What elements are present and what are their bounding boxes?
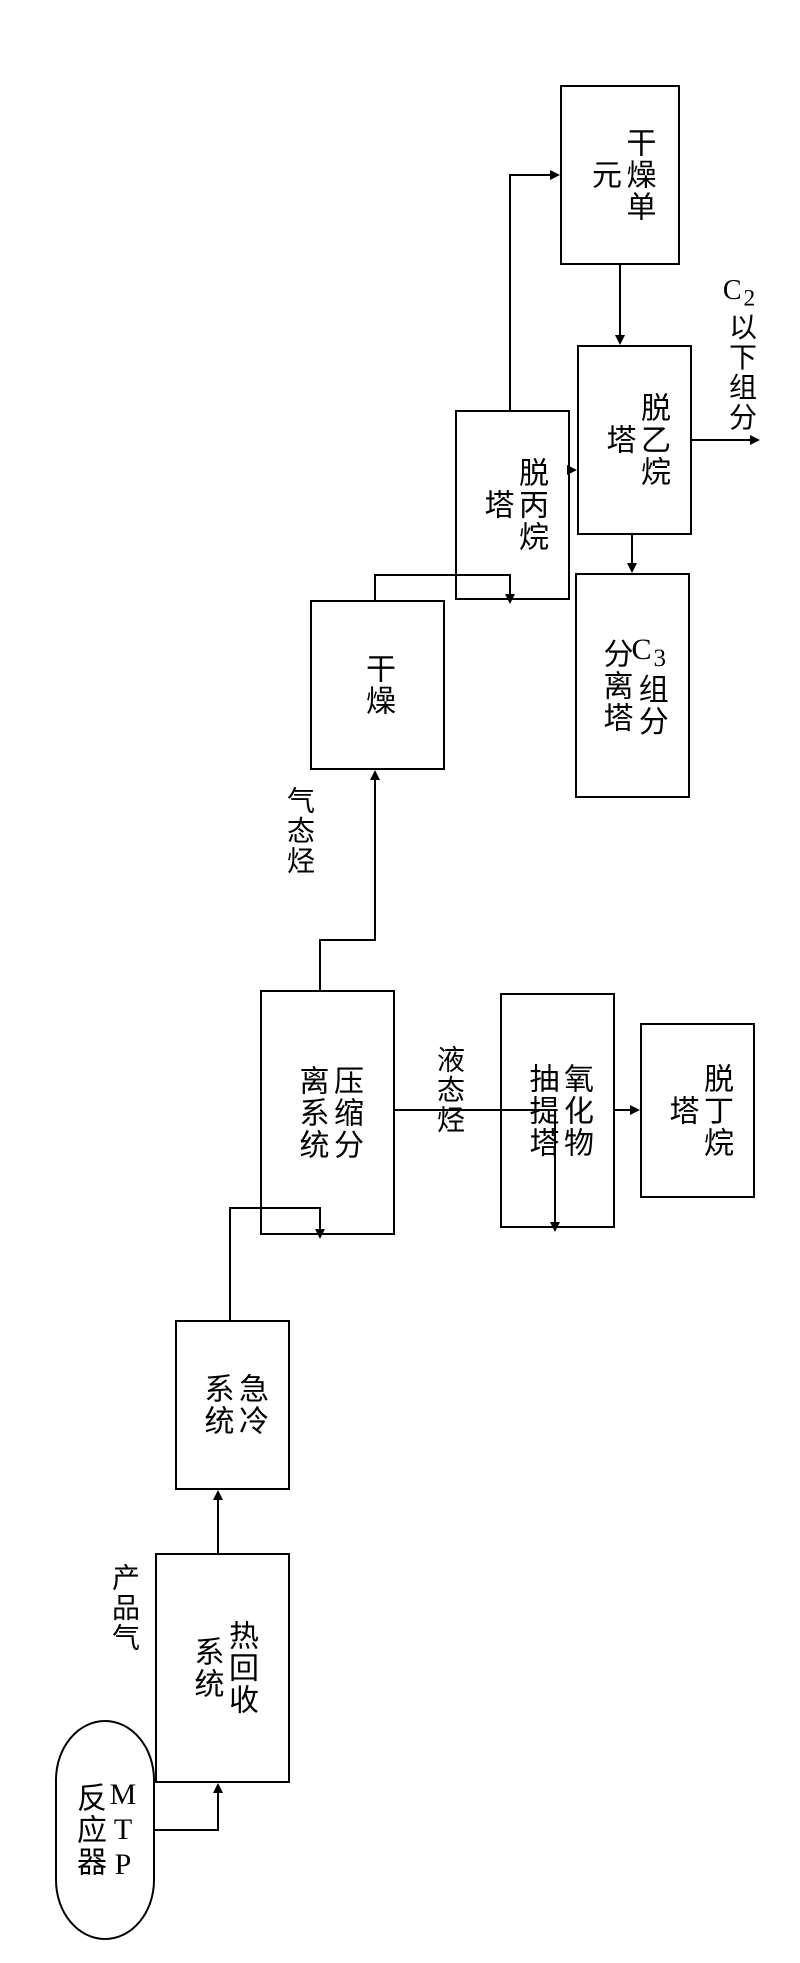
node-dryer-label: 干燥 [361,653,394,717]
node-quench-label: 急冷系统 [198,1373,267,1437]
node-compress: 压缩分离系统 [260,990,395,1235]
node-oxide-extractor: 氧化物抽提塔 [500,993,615,1228]
node-depropanizer-label: 脱丙烷塔 [478,457,547,553]
label-c2-below: C2以下组分 [720,275,760,433]
node-heat-recovery: 热回收系统 [155,1553,290,1783]
node-reactor-label: MTP反应器 [71,1778,140,1883]
node-compress-label: 压缩分离系统 [293,1065,362,1161]
node-oxide-extractor-label: 氧化物抽提塔 [523,1063,592,1159]
node-quench: 急冷系统 [175,1320,290,1490]
node-depropanizer: 脱丙烷塔 [455,410,570,600]
label-liquid-hc: 液态烃 [428,1045,468,1135]
flow-arrows [0,0,800,1963]
node-deethanizer: 脱乙烷塔 [577,345,692,535]
node-debutanizer: 脱丁烷塔 [640,1023,755,1198]
node-dryer: 干燥 [310,600,445,770]
node-c3-separator: C3组分分离塔 [575,573,690,798]
node-deethanizer-label: 脱乙烷塔 [600,392,669,488]
node-reactor: MTP反应器 [55,1720,155,1940]
label-product-gas: 产品气 [103,1563,143,1653]
node-dry-unit-label: 干燥单元 [586,127,655,223]
node-c3-separator-label: C3组分分离塔 [597,633,668,738]
node-heat-recovery-label: 热回收系统 [188,1620,257,1716]
node-dry-unit: 干燥单元 [560,85,680,265]
node-debutanizer-label: 脱丁烷塔 [663,1063,732,1159]
label-gaseous-hc: 气态烃 [278,786,318,876]
